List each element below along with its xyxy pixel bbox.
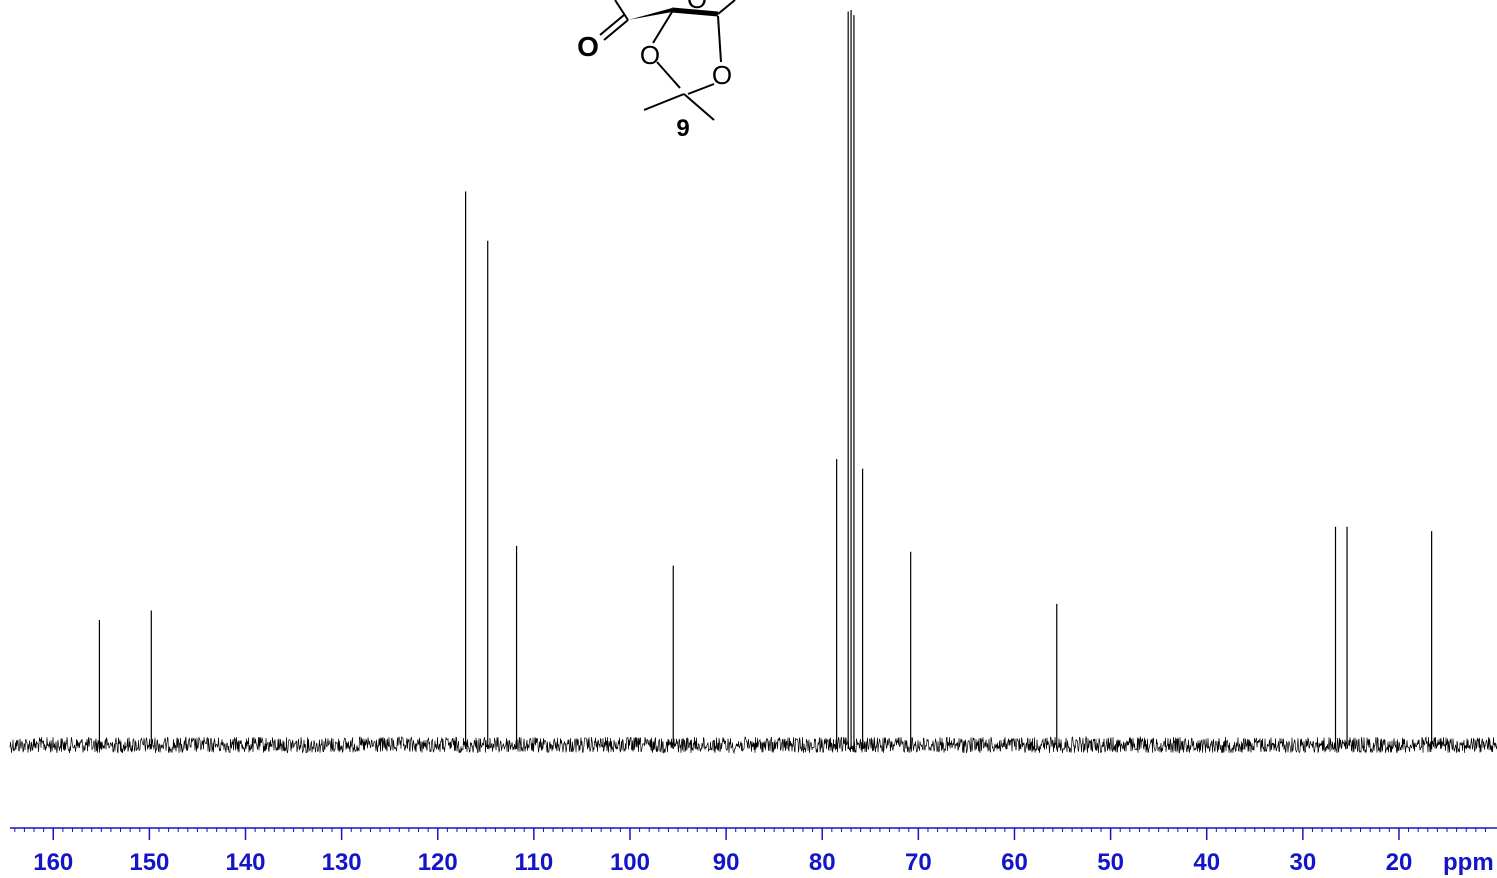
structure-bond (683, 93, 715, 121)
tick-label: 30 (1289, 849, 1316, 876)
structure-bond (603, 19, 629, 41)
structure-atom-label: O (577, 31, 599, 62)
structure-bond (671, 7, 719, 17)
structure-bond (599, 14, 625, 36)
tick-label: 110 (515, 849, 554, 876)
tick-label: 90 (713, 849, 740, 876)
structure-bond (614, 0, 629, 21)
baseline-noise-trace (9, 735, 1497, 755)
tick-label: 50 (1097, 849, 1124, 876)
major-ticks (52, 828, 1400, 840)
structure-bond (656, 61, 681, 89)
structure-wedge-bond (628, 8, 672, 20)
structure-bond (717, 0, 736, 15)
tick-label: 100 (610, 849, 650, 876)
tick-label: 130 (322, 849, 362, 876)
axis-unit-label: ppm (1443, 849, 1494, 876)
tick-labels: 160 150 140 130 120 110 100 90 80 70 60 50 40 30 20 (33, 849, 1412, 876)
structure-atom-label: O (640, 40, 660, 70)
tick-label: 20 (1386, 849, 1413, 876)
tick-label: 60 (1001, 849, 1028, 876)
tick-label: 70 (905, 849, 932, 876)
structure-bond (687, 83, 715, 95)
tick-label: 40 (1193, 849, 1220, 876)
structure-bond (652, 11, 673, 44)
ppm-axis: 160 150 140 130 120 110 100 90 80 70 60 50 40 30 20 pp… (10, 827, 1497, 876)
tick-label: 120 (418, 849, 458, 876)
structure-bond (643, 93, 685, 111)
tick-label: 150 (129, 849, 169, 876)
peaks-layer (98, 10, 1433, 749)
tick-label: 140 (225, 849, 265, 876)
structure-atom-label: O (687, 0, 707, 14)
tick-label: 160 (33, 849, 73, 876)
structure-atom-label: O (712, 60, 732, 90)
plot-area (9, 10, 1497, 755)
compound-number-label: 9 (676, 115, 689, 142)
minor-ticks (14, 828, 1486, 832)
structure-bond (717, 15, 722, 63)
tick-label: 80 (809, 849, 836, 876)
compound-structure-drawing: O O O O 9 (577, 0, 736, 142)
